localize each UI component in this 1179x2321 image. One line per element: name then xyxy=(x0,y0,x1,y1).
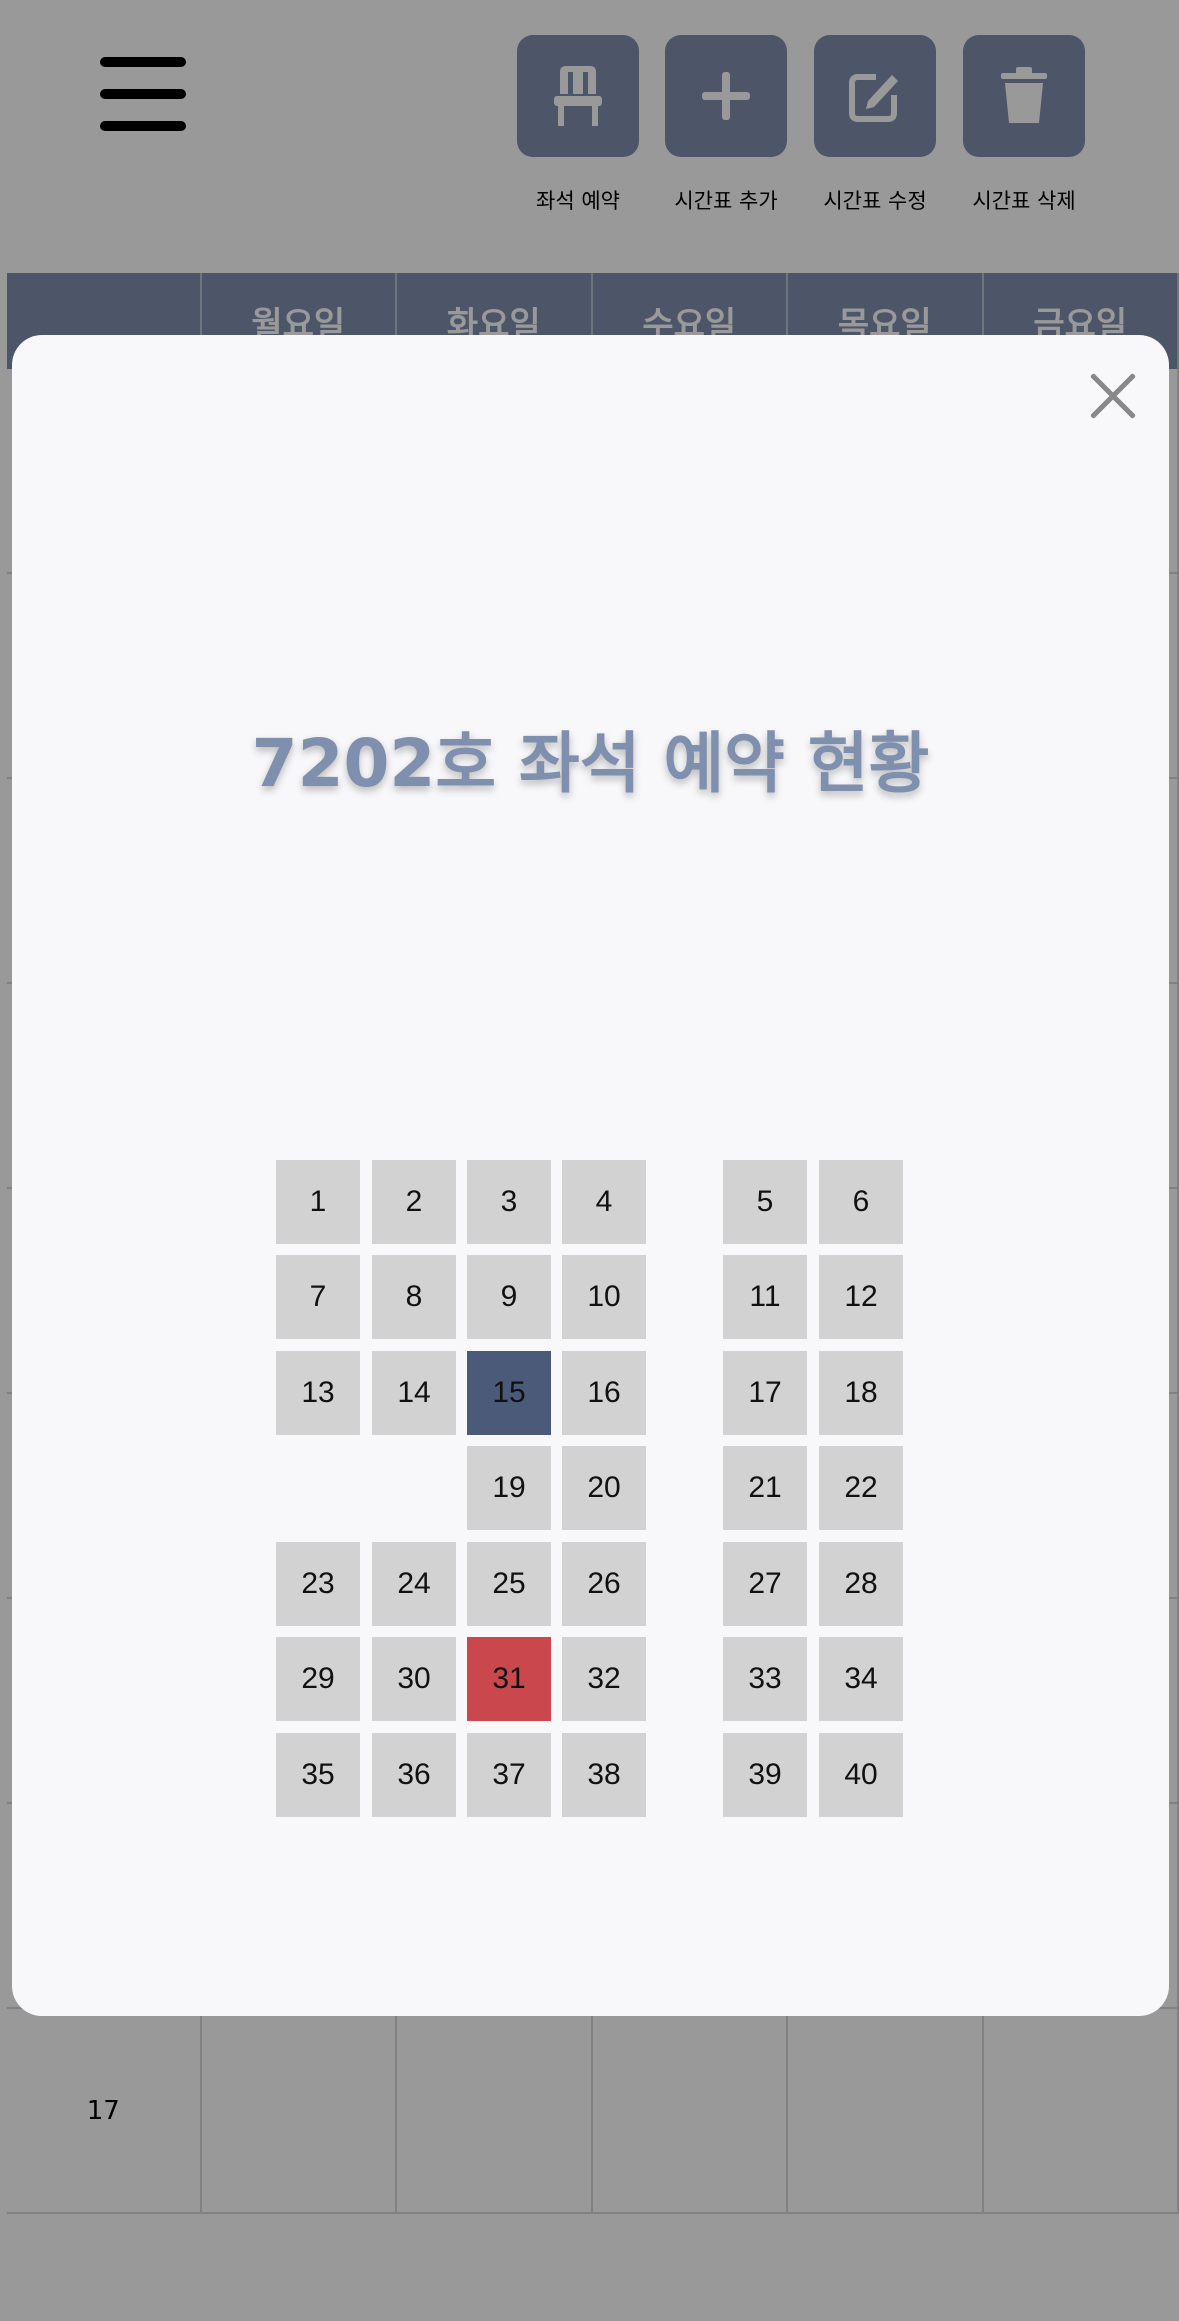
timetable-add-tool: 시간표 추가 xyxy=(665,35,787,215)
timetable-delete-label: 시간표 삭제 xyxy=(972,189,1076,213)
seat-reserve-button[interactable] xyxy=(517,35,639,157)
seat-28[interactable]: 28 xyxy=(819,1542,903,1626)
seat-30[interactable]: 30 xyxy=(372,1637,456,1721)
seat-1[interactable]: 1 xyxy=(276,1160,360,1244)
edit-icon xyxy=(849,74,898,122)
seat-9[interactable]: 9 xyxy=(467,1255,551,1339)
seat-10[interactable]: 10 xyxy=(562,1255,646,1339)
chair-icon xyxy=(554,66,602,126)
seat-24[interactable]: 24 xyxy=(372,1542,456,1626)
seat-11[interactable]: 11 xyxy=(723,1255,807,1339)
seat-3[interactable]: 3 xyxy=(467,1160,551,1244)
seat-36[interactable]: 36 xyxy=(372,1733,456,1817)
hour-label: 17 xyxy=(7,2009,202,2212)
timetable-slot[interactable] xyxy=(397,2009,593,2212)
seat-33[interactable]: 33 xyxy=(723,1637,807,1721)
seat-5[interactable]: 5 xyxy=(723,1160,807,1244)
seat-reserve-tool: 좌석 예약 xyxy=(517,35,639,215)
seat-14[interactable]: 14 xyxy=(372,1351,456,1435)
seat-2[interactable]: 2 xyxy=(372,1160,456,1244)
timetable-row: 17 xyxy=(7,2009,1179,2214)
timetable-delete-button[interactable] xyxy=(963,35,1085,157)
seat-4[interactable]: 4 xyxy=(562,1160,646,1244)
seat-40[interactable]: 40 xyxy=(819,1733,903,1817)
seat-15[interactable]: 15 xyxy=(467,1351,551,1435)
timetable-edit-tool: 시간표 수정 xyxy=(814,35,936,215)
timetable-slot[interactable] xyxy=(788,2009,984,2212)
seat-12[interactable]: 12 xyxy=(819,1255,903,1339)
seat-27[interactable]: 27 xyxy=(723,1542,807,1626)
seat-6[interactable]: 6 xyxy=(819,1160,903,1244)
menu-icon[interactable] xyxy=(100,57,186,131)
seat-29[interactable]: 29 xyxy=(276,1637,360,1721)
trash-icon xyxy=(1001,67,1047,123)
timetable-slot[interactable] xyxy=(202,2009,397,2212)
seat-31[interactable]: 31 xyxy=(467,1637,551,1721)
seat-32[interactable]: 32 xyxy=(562,1637,646,1721)
seat-25[interactable]: 25 xyxy=(467,1542,551,1626)
close-icon[interactable] xyxy=(1085,368,1141,424)
timetable-delete-tool: 시간표 삭제 xyxy=(963,35,1085,215)
seat-17[interactable]: 17 xyxy=(723,1351,807,1435)
timetable-edit-label: 시간표 수정 xyxy=(823,189,927,213)
timetable-add-label: 시간표 추가 xyxy=(674,189,778,213)
seat-reserve-label: 좌석 예약 xyxy=(536,189,620,213)
seat-13[interactable]: 13 xyxy=(276,1351,360,1435)
seat-8[interactable]: 8 xyxy=(372,1255,456,1339)
plus-icon xyxy=(702,72,750,120)
seat-22[interactable]: 22 xyxy=(819,1446,903,1530)
seat-21[interactable]: 21 xyxy=(723,1446,807,1530)
seat-26[interactable]: 26 xyxy=(562,1542,646,1626)
seat-34[interactable]: 34 xyxy=(819,1637,903,1721)
seat-19[interactable]: 19 xyxy=(467,1446,551,1530)
seat-38[interactable]: 38 xyxy=(562,1733,646,1817)
seat-35[interactable]: 35 xyxy=(276,1733,360,1817)
seat-7[interactable]: 7 xyxy=(276,1255,360,1339)
timetable-slot[interactable] xyxy=(984,2009,1179,2212)
seat-20[interactable]: 20 xyxy=(562,1446,646,1530)
seat-39[interactable]: 39 xyxy=(723,1733,807,1817)
header-corner xyxy=(7,273,202,369)
seat-reservation-modal: 7202호 좌석 예약 현황 1 2 3 4 5 6 7 8 9 10 11 12 13 14 15 16 17… xyxy=(12,335,1169,2016)
seat-23[interactable]: 23 xyxy=(276,1542,360,1626)
timetable-add-button[interactable] xyxy=(665,35,787,157)
timetable-edit-button[interactable] xyxy=(814,35,936,157)
modal-title: 7202호 좌석 예약 현황 xyxy=(251,725,930,802)
seat-18[interactable]: 18 xyxy=(819,1351,903,1435)
seat-16[interactable]: 16 xyxy=(562,1351,646,1435)
seat-37[interactable]: 37 xyxy=(467,1733,551,1817)
timetable-slot[interactable] xyxy=(593,2009,788,2212)
